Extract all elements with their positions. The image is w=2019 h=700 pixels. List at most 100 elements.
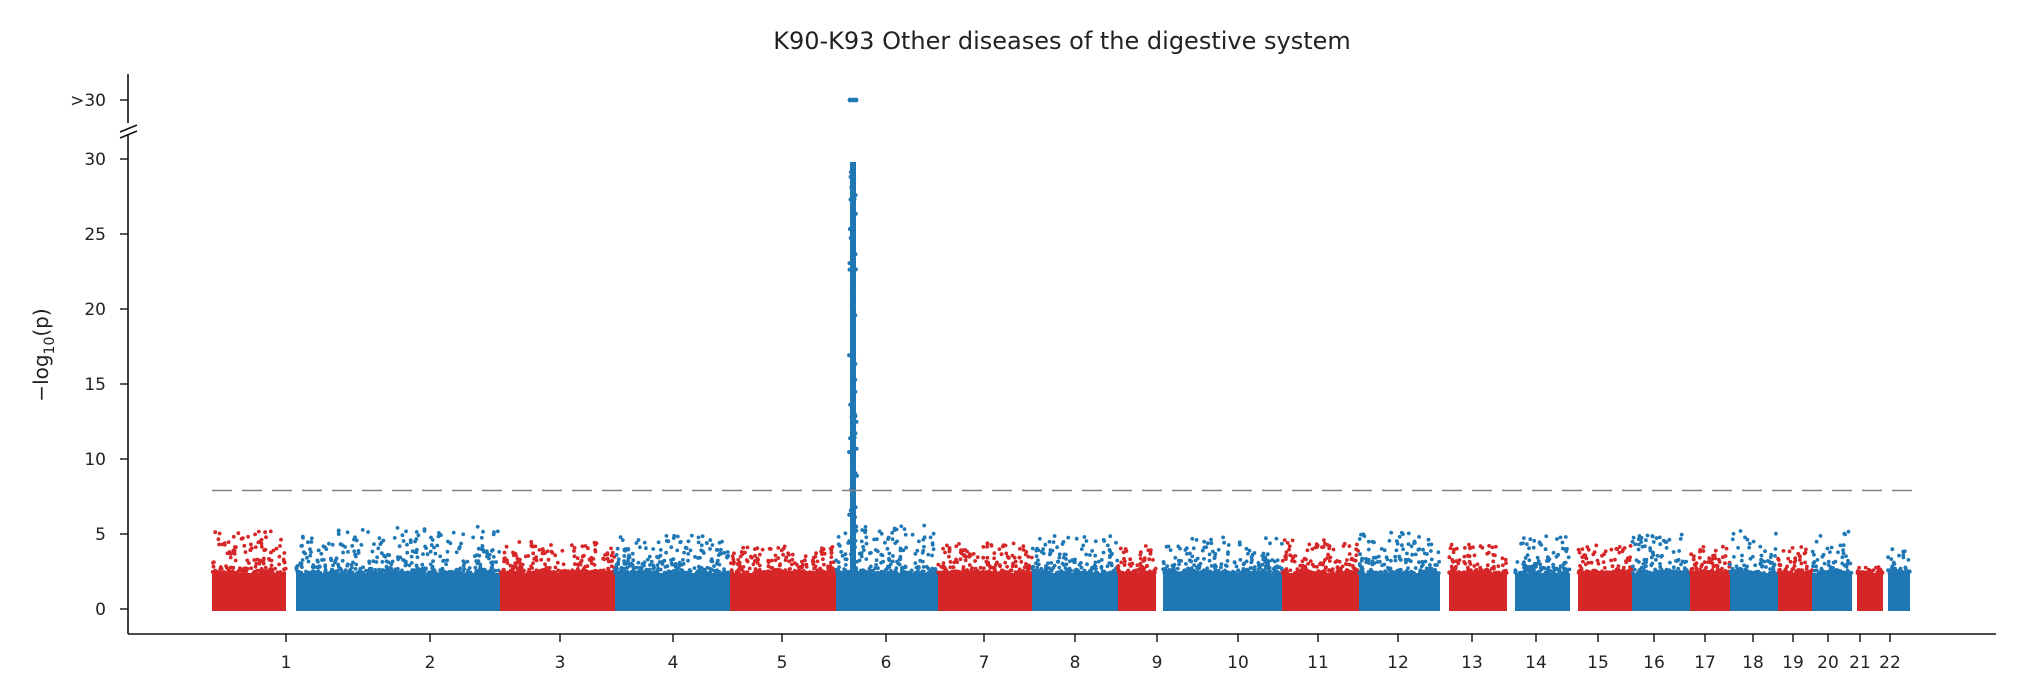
snp-point: [985, 555, 990, 560]
snp-point: [1831, 560, 1836, 565]
snp-point: [1580, 547, 1585, 551]
snp-point: [843, 563, 848, 567]
snp-point: [770, 566, 775, 570]
snp-point: [472, 554, 477, 558]
snp-point: [1143, 544, 1148, 548]
snp-point: [945, 543, 949, 548]
snp-point: [1904, 571, 1908, 575]
snp-point: [309, 536, 314, 541]
snp-point: [330, 542, 335, 547]
chart-title: K90-K93 Other diseases of the digestive …: [773, 27, 1351, 55]
snp-point: [366, 530, 370, 534]
snp-point: [1017, 555, 1022, 560]
snp-point: [423, 567, 427, 572]
snp-point: [1388, 569, 1393, 574]
snp-point: [1275, 558, 1280, 563]
snp-point: [708, 547, 712, 551]
snp-point: [678, 540, 683, 544]
snp-point: [722, 567, 726, 572]
snp-point: [466, 568, 470, 573]
snp-point: [1785, 564, 1789, 569]
snp-point: [1654, 536, 1659, 540]
snp-point: [1307, 542, 1312, 547]
snp-point: [1764, 565, 1768, 569]
snp-point: [1310, 547, 1315, 551]
snp-point: [1894, 570, 1899, 575]
snp-point: [852, 179, 857, 184]
snp-point: [625, 565, 630, 570]
snp-point: [1308, 559, 1313, 563]
snp-point: [1195, 556, 1200, 561]
snp-point: [899, 524, 904, 529]
snp-point: [666, 539, 671, 544]
snp-point: [1372, 540, 1376, 545]
snp-point: [1008, 568, 1013, 573]
snp-point: [941, 571, 946, 575]
snp-point: [1185, 552, 1189, 556]
snp-point: [804, 571, 808, 575]
snp-point: [995, 560, 999, 565]
snp-point: [1363, 556, 1368, 561]
snp-point: [1773, 571, 1777, 575]
snp-point: [619, 565, 624, 570]
snp-point: [1751, 539, 1756, 544]
snp-point: [959, 548, 963, 552]
snp-point: [854, 419, 859, 424]
snp-point: [890, 559, 895, 564]
snp-point: [860, 528, 865, 532]
snp-point: [817, 570, 821, 575]
snp-point: [1812, 552, 1816, 557]
snp-point: [1739, 558, 1744, 563]
snp-point: [847, 261, 852, 266]
snp-point: [1467, 554, 1472, 559]
snp-point: [712, 568, 717, 573]
snp-point: [1713, 548, 1718, 553]
snp-point: [1050, 548, 1055, 553]
snp-point: [1636, 547, 1641, 552]
snp-point: [1344, 562, 1349, 567]
snp-point: [410, 570, 415, 575]
snp-point: [1342, 570, 1347, 575]
snp-point: [1161, 560, 1166, 564]
x-tick-label: 17: [1694, 653, 1716, 673]
snp-point: [1222, 540, 1226, 545]
snp-point: [844, 557, 849, 562]
snp-point: [582, 566, 586, 571]
snp-point: [921, 537, 926, 542]
snp-point: [256, 529, 261, 534]
snp-point: [1358, 552, 1362, 557]
snp-point: [886, 571, 891, 575]
snp-point: [429, 535, 433, 540]
snp-point: [1419, 564, 1424, 569]
snp-point: [1109, 552, 1114, 557]
snp-point: [742, 571, 746, 575]
snp-point: [848, 580, 853, 585]
snp-point: [1413, 552, 1418, 557]
snp-point: [553, 553, 558, 558]
snp-point: [1657, 535, 1662, 540]
snp-point: [429, 543, 434, 547]
snp-point: [1715, 567, 1720, 571]
snp-point: [1890, 547, 1895, 552]
snp-point: [1678, 571, 1682, 575]
snp-point: [753, 567, 758, 571]
snp-point: [502, 550, 507, 555]
snp-point: [613, 571, 618, 575]
snp-point: [1382, 562, 1387, 567]
snp-point: [1264, 536, 1268, 541]
snp-point: [761, 570, 766, 574]
snp-point: [1399, 567, 1403, 572]
snp-point: [686, 552, 691, 556]
snp-point: [498, 571, 503, 575]
snp-point: [1207, 558, 1212, 563]
snp-point: [1128, 562, 1133, 567]
snp-point: [1753, 563, 1758, 568]
snp-point: [1721, 555, 1725, 560]
snp-point: [401, 539, 406, 543]
snp-point: [1046, 561, 1050, 566]
snp-point: [1802, 551, 1807, 556]
snp-point: [1682, 560, 1687, 565]
snp-point: [1644, 557, 1649, 562]
snp-point: [752, 559, 757, 563]
